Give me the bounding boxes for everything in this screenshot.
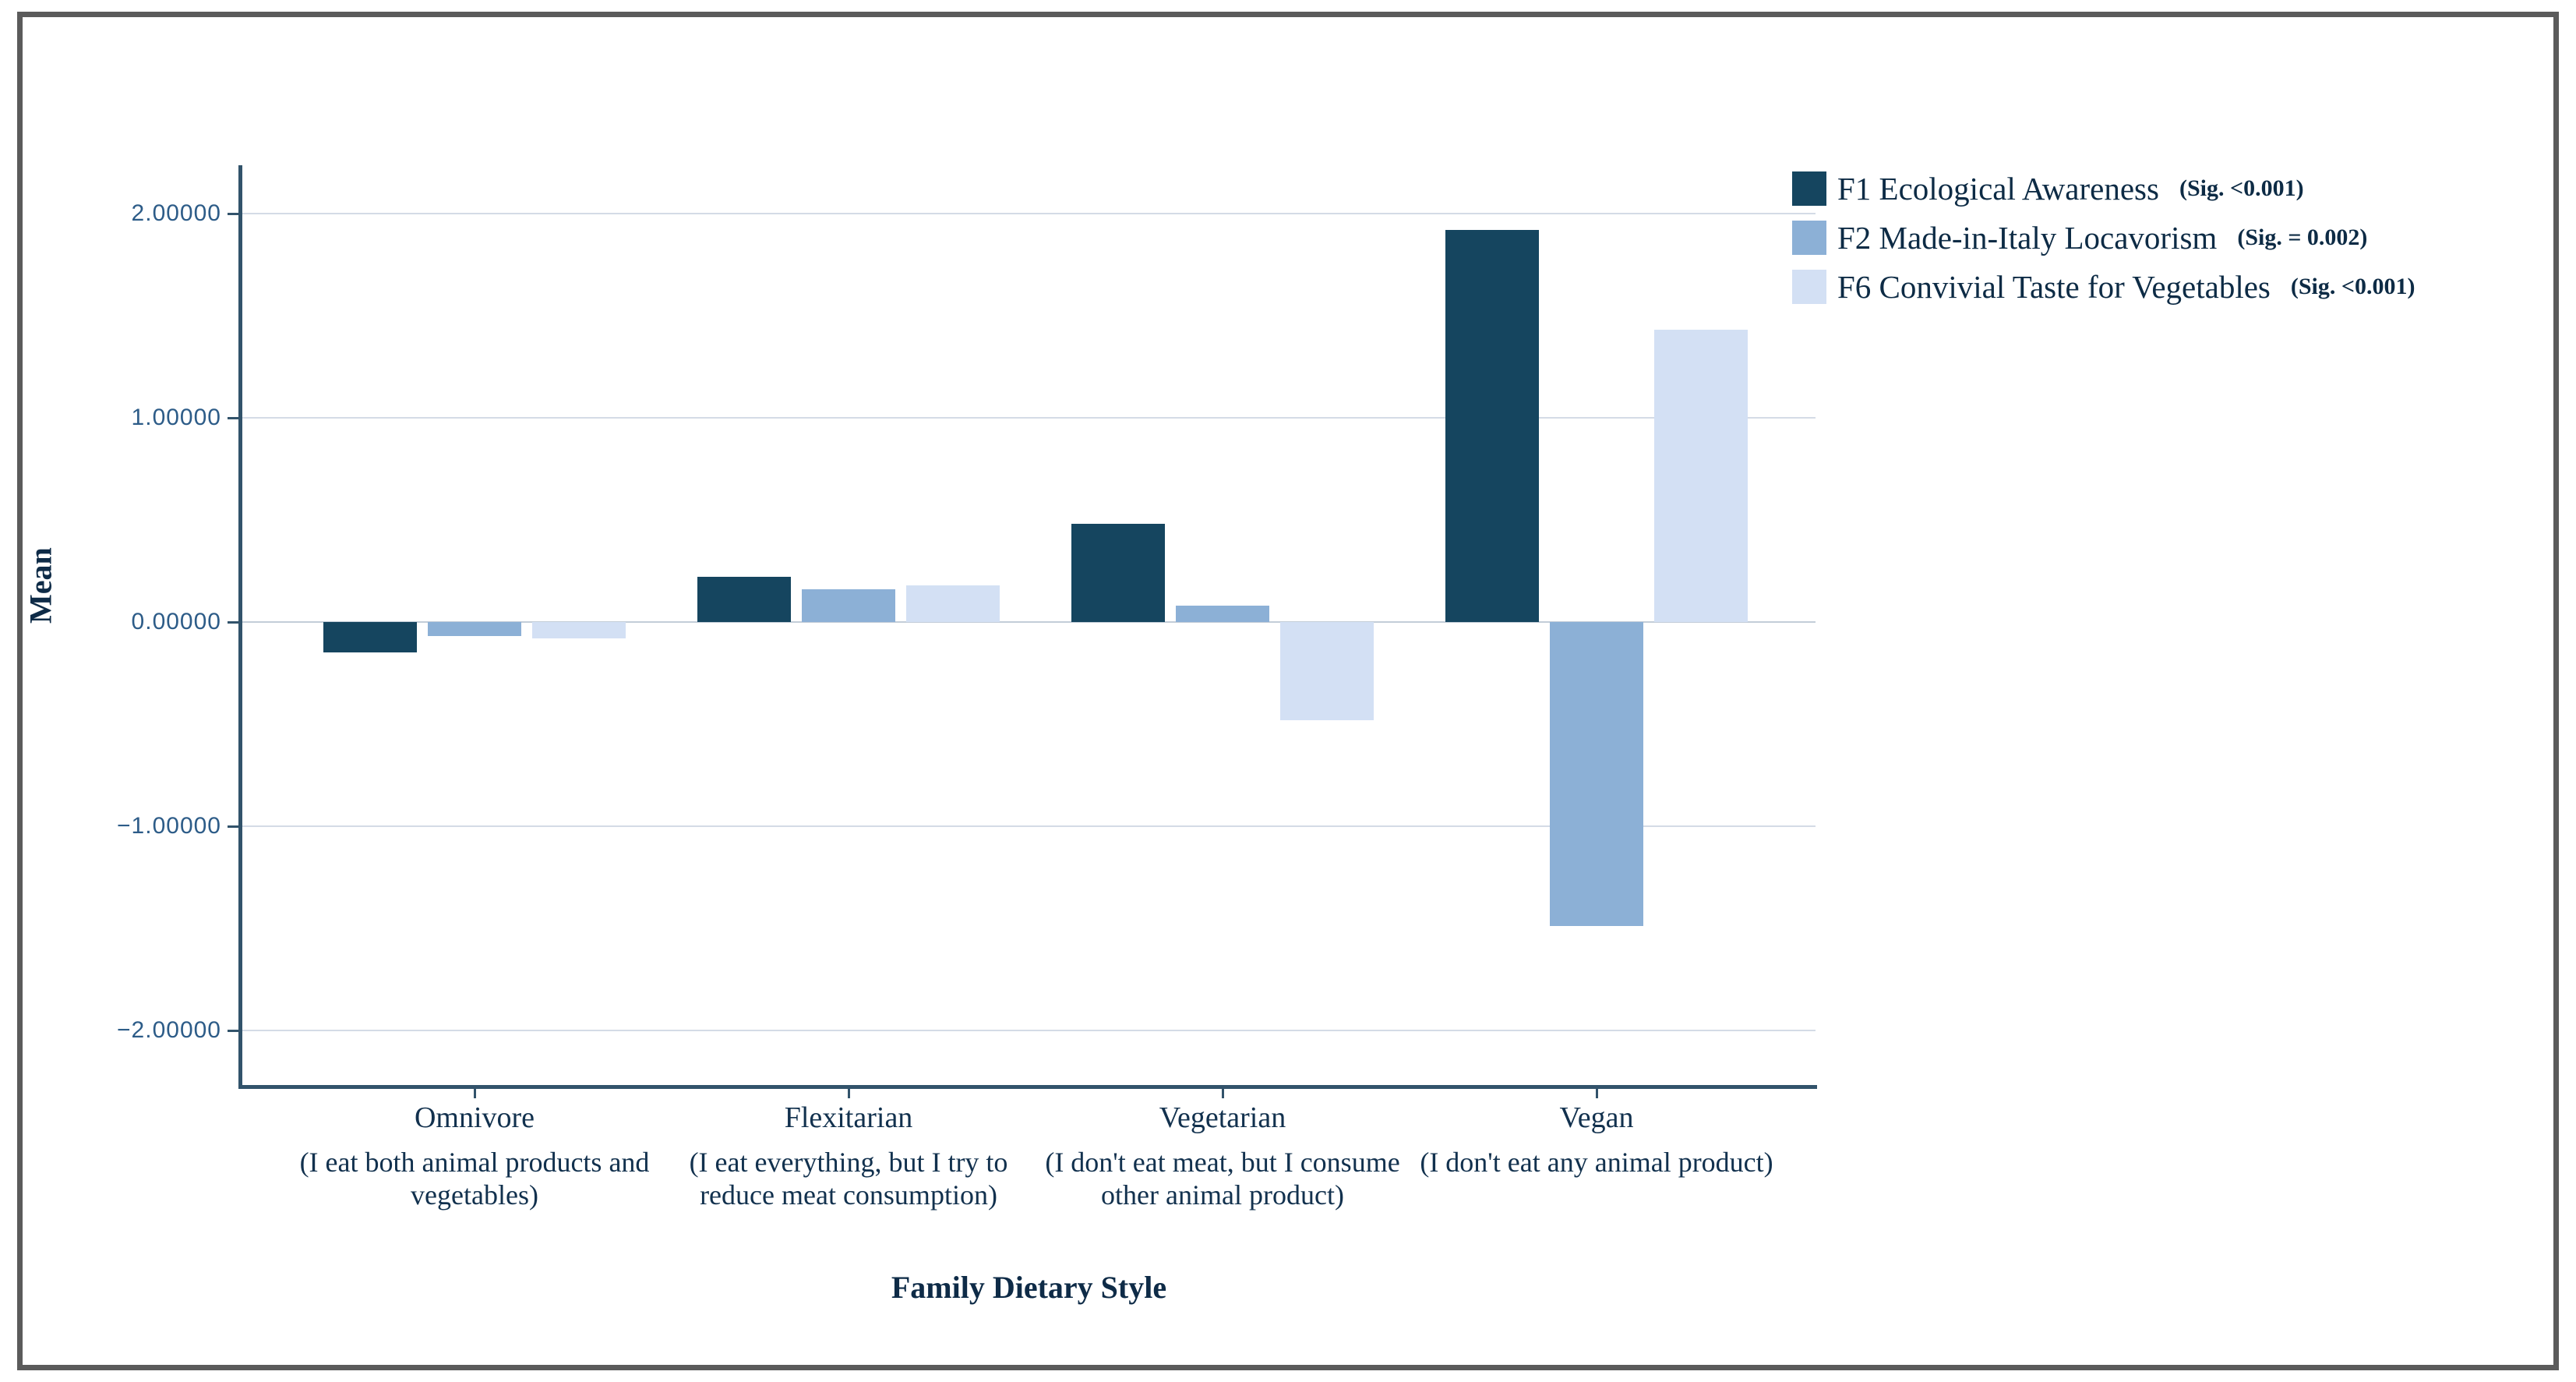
x-axis-tick (1596, 1089, 1598, 1098)
gridline (242, 825, 1816, 827)
y-axis-tick (228, 621, 238, 624)
x-axis-title: Family Dietary Style (891, 1270, 1167, 1305)
y-axis-title: Mean (23, 547, 58, 624)
legend-label: F2 Made-in-Italy Locavorism (1837, 220, 2218, 256)
category-label: Omnivore (414, 1101, 535, 1134)
category-description: (I don't eat any animal product) (1420, 1147, 1773, 1178)
bar-f6-omnivore (532, 622, 626, 638)
legend-row: F1 Ecological Awareness (Sig. <0.001) (1792, 170, 2415, 207)
legend-row: F2 Made-in-Italy Locavorism (Sig. = 0.002… (1792, 219, 2415, 256)
bar-f2-omnivore (428, 622, 521, 637)
legend: F1 Ecological Awareness (Sig. <0.001) F2 M… (1792, 170, 2415, 306)
category-label: Flexitarian (784, 1101, 913, 1134)
category-label-group: Omnivore (I eat both animal products and … (272, 1101, 677, 1211)
gridline (242, 1030, 1816, 1031)
y-tick-label: 1.00000 (131, 405, 221, 430)
category-description: (I eat both animal products and vegetabl… (299, 1147, 650, 1211)
y-axis-tick (228, 825, 238, 828)
bar-f1-vegan (1445, 229, 1539, 622)
category-label-group: Vegetarian (I don't eat meat, but I consu… (1020, 1101, 1425, 1211)
y-axis-tick (228, 213, 238, 215)
bar-f2-vegetarian (1176, 606, 1269, 622)
y-tick-label: −1.00000 (117, 813, 221, 839)
bar-f2-vegan (1550, 622, 1643, 927)
category-label: Vegetarian (1159, 1101, 1286, 1134)
x-axis-line (238, 1085, 1817, 1089)
bar-f6-vegan (1654, 330, 1748, 622)
y-tick-label: −2.00000 (117, 1017, 221, 1043)
bar-f1-flexitarian (697, 577, 791, 622)
x-axis-tick (474, 1089, 476, 1098)
y-tick-label: 0.00000 (131, 609, 221, 634)
category-description: (I don't eat meat, but I consume other a… (1045, 1147, 1400, 1211)
category-label-group: Vegan (I don't eat any animal product) (1394, 1101, 1799, 1179)
y-axis-tick (228, 1030, 238, 1032)
bar-f2-flexitarian (802, 589, 895, 622)
legend-swatch (1792, 221, 1826, 255)
x-axis-tick (848, 1089, 850, 1098)
bar-f6-vegetarian (1280, 622, 1374, 720)
legend-swatch (1792, 171, 1826, 206)
gridline (242, 621, 1816, 623)
bar-f1-omnivore (323, 622, 417, 653)
y-axis-line (238, 165, 242, 1089)
gridline (242, 417, 1816, 419)
y-tick-label: 2.00000 (131, 200, 221, 226)
legend-sig: (Sig. <0.001) (2179, 175, 2304, 201)
legend-swatch (1792, 270, 1826, 304)
x-axis-tick (1222, 1089, 1224, 1098)
legend-label: F6 Convivial Taste for Vegetables (1837, 269, 2271, 305)
category-description: (I eat everything, but I try to reduce m… (689, 1147, 1008, 1211)
legend-sig: (Sig. = 0.002) (2237, 224, 2368, 250)
gridline (242, 213, 1816, 214)
legend-label: F1 Ecological Awareness (1837, 171, 2159, 207)
y-axis-tick (228, 417, 238, 419)
bar-f1-vegetarian (1071, 524, 1165, 622)
category-label-group: Flexitarian (I eat everything, but I try … (646, 1101, 1051, 1211)
legend-row: F6 Convivial Taste for Vegetables (Sig. <… (1792, 268, 2415, 306)
bar-f6-flexitarian (906, 585, 1000, 622)
legend-sig: (Sig. <0.001) (2290, 274, 2415, 299)
category-label: Vegan (1559, 1101, 1634, 1134)
